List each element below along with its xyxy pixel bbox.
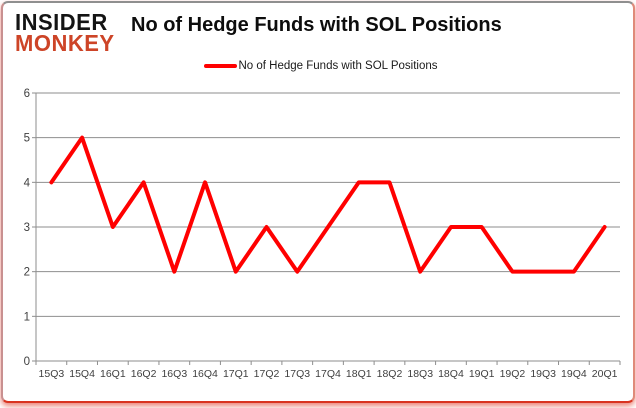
x-tick-label: 20Q1 (592, 368, 618, 380)
x-tick-label: 16Q3 (161, 368, 187, 380)
y-tick-label: 6 (24, 88, 30, 100)
x-tick-label: 18Q2 (377, 368, 403, 380)
legend: No of Hedge Funds with SOL Positions (3, 60, 636, 72)
y-tick-label: 2 (24, 267, 30, 279)
y-tick-label: 3 (24, 222, 30, 234)
x-tick-label: 15Q3 (39, 368, 65, 380)
x-tick-label: 18Q1 (346, 368, 372, 380)
x-tick-label: 19Q3 (530, 368, 556, 380)
x-tick-label: 15Q4 (69, 368, 95, 380)
legend-label: No of Hedge Funds with SOL Positions (238, 60, 438, 72)
logo-monkey-text: MONKEY (15, 29, 115, 56)
y-tick-label: 0 (24, 356, 30, 368)
chart-title: No of Hedge Funds with SOL Positions (131, 14, 502, 36)
x-tick-label: 16Q4 (192, 368, 218, 380)
insider-monkey-logo: INSIDER MONKEY (15, 8, 115, 56)
chart-canvas: 0 1 2 3 4 5 6 15Q3 15Q4 16Q1 16Q2 16Q3 16Q4 17Q1 17Q2 1… (24, 88, 621, 380)
y-tick-label: 4 (24, 177, 31, 189)
x-tick-label: 17Q1 (223, 368, 249, 380)
series-line-sol-positions (49, 135, 607, 274)
legend-line-marker (204, 64, 238, 68)
x-tick-label: 19Q4 (561, 368, 587, 380)
x-tick-label: 17Q2 (254, 368, 280, 380)
y-tick-label: 5 (24, 133, 30, 145)
x-tick-label: 18Q3 (407, 368, 433, 380)
x-tick-label: 19Q2 (500, 368, 526, 380)
x-tick-label: 19Q1 (469, 368, 495, 380)
x-tick-label: 17Q4 (315, 368, 341, 380)
y-tick-label: 1 (24, 311, 30, 323)
x-tick-label: 18Q4 (438, 368, 464, 380)
x-tick-label: 16Q2 (131, 368, 157, 380)
x-tick-label: 17Q3 (284, 368, 310, 380)
logo-insider-text: INSIDER (15, 8, 108, 36)
x-tick-label: 16Q1 (100, 368, 126, 380)
